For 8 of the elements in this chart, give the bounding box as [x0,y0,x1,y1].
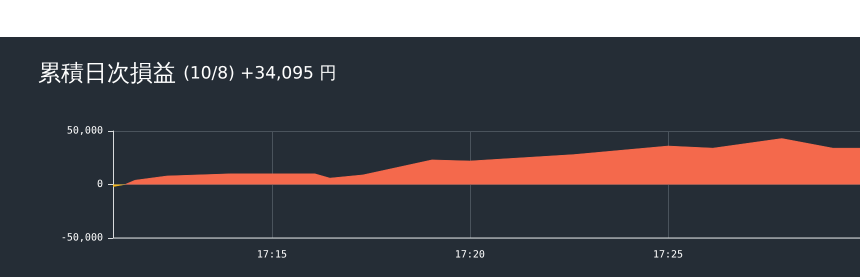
chart-subtitle: (10/8) +34,095 円 [183,64,336,84]
y-tick-label: -50,000 [60,232,103,244]
y-tick-label: 50,000 [66,126,103,136]
x-tick-label: 17:15 [256,250,288,260]
chart-title: 累積日次損益 [38,60,184,86]
y-tick-label: 0 [96,179,103,190]
x-tick-label: 17:25 [652,250,684,260]
x-tick-label: 17:20 [454,250,485,260]
